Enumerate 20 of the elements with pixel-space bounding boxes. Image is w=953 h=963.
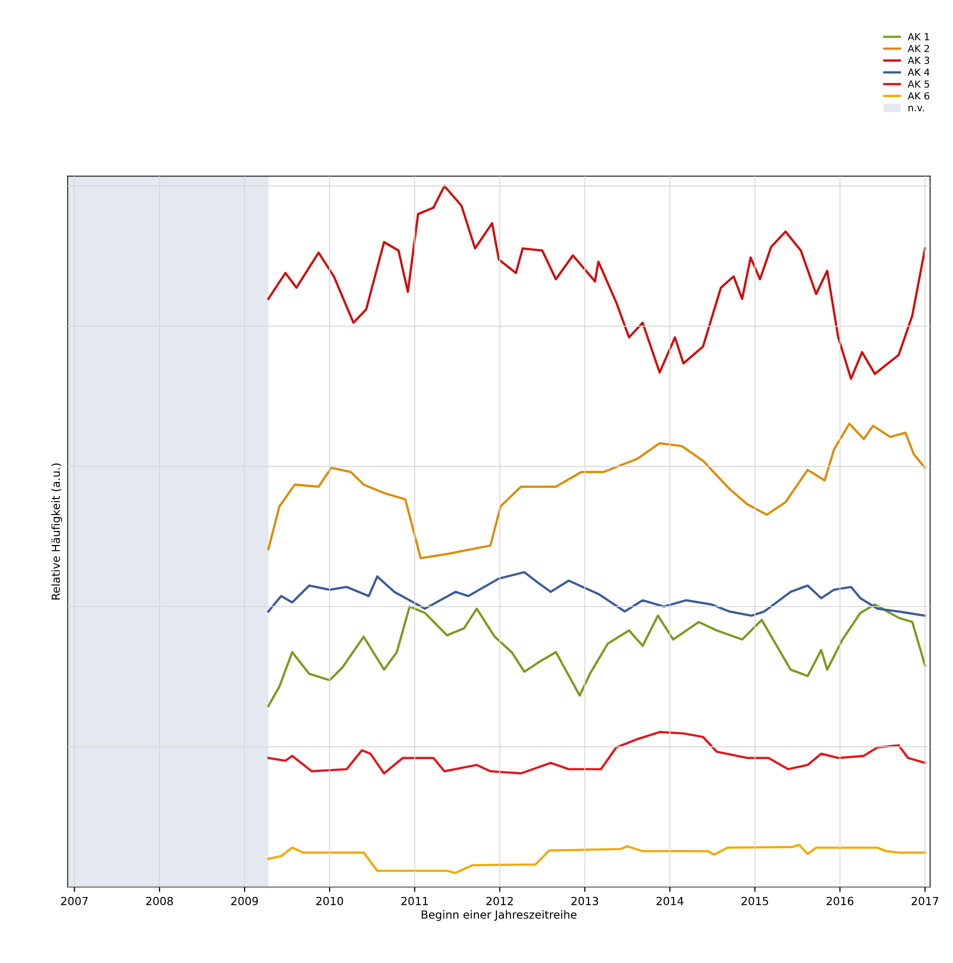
legend-label: AK 6 bbox=[908, 92, 930, 100]
y-axis-title: Relative Häufigkeit (a.u.) bbox=[51, 464, 62, 600]
legend-label: AK 1 bbox=[908, 33, 930, 40]
x-tick-label: 2011 bbox=[401, 896, 428, 906]
x-tick-label: 2008 bbox=[146, 896, 173, 906]
legend-label: n.v. bbox=[908, 106, 924, 112]
x-axis-title: Beginn einer Jahreszeitreihe bbox=[422, 910, 577, 921]
legend-label: AK 2 bbox=[908, 44, 929, 52]
x-tick-label: 2014 bbox=[656, 896, 684, 906]
x-tick-label: 2010 bbox=[316, 896, 344, 906]
x-tick-label: 2007 bbox=[61, 896, 88, 906]
x-tick-label: 2012 bbox=[486, 896, 513, 906]
legend-label: AK 3 bbox=[908, 56, 930, 64]
legend-label: AK 5 bbox=[908, 80, 930, 88]
x-tick-label: 2017 bbox=[912, 896, 938, 906]
x-tick-label: 2015 bbox=[742, 896, 768, 906]
x-tick-label: 2013 bbox=[571, 896, 598, 906]
legend-label: AK 4 bbox=[908, 68, 930, 76]
x-tick-label: 2009 bbox=[231, 896, 258, 906]
x-tick-label: 2016 bbox=[826, 896, 854, 906]
